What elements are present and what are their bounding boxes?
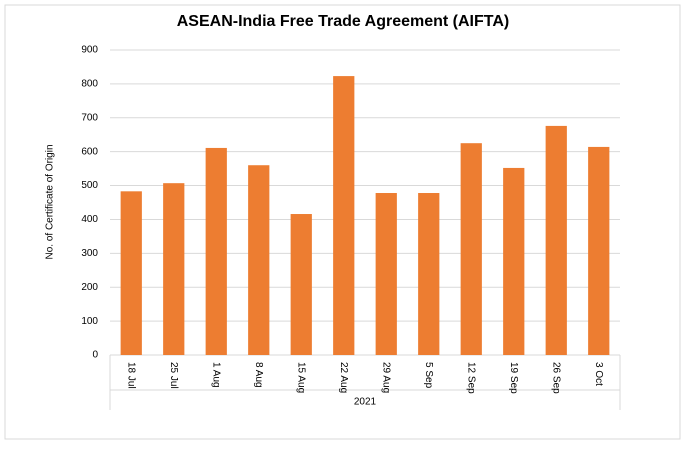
y-tick-label: 600 xyxy=(81,146,98,157)
x-tick-label: 12 Sep xyxy=(466,362,477,394)
x-tick-label: 5 Sep xyxy=(423,362,434,389)
bar xyxy=(375,193,397,355)
bar xyxy=(290,214,312,355)
y-tick-label: 300 xyxy=(81,248,98,259)
x-tick-label: 29 Aug xyxy=(381,362,392,393)
chart-title: ASEAN-India Free Trade Agreement (AIFTA) xyxy=(177,13,510,30)
bar xyxy=(588,146,610,355)
bar xyxy=(503,167,525,355)
bar xyxy=(545,125,567,356)
x-tick-label: 19 Sep xyxy=(508,362,519,394)
x-tick-label: 15 Aug xyxy=(296,362,307,393)
y-tick-label: 100 xyxy=(81,316,98,327)
y-tick-label: 0 xyxy=(92,350,98,361)
x-tick-label: 1 Aug xyxy=(211,362,222,388)
y-tick-label: 500 xyxy=(81,180,98,191)
x-tick-label: 26 Sep xyxy=(551,362,562,394)
y-axis-label: No. of Certificate of Origin xyxy=(45,144,56,259)
y-tick-label: 900 xyxy=(81,45,98,56)
y-tick-label: 400 xyxy=(81,214,98,225)
bar xyxy=(205,147,227,355)
x-tick-label: 22 Aug xyxy=(338,362,349,393)
y-tick-label: 200 xyxy=(81,282,98,293)
x-tick-label: 18 Jul xyxy=(126,362,137,389)
bar xyxy=(460,143,482,355)
y-tick-label: 800 xyxy=(81,79,98,90)
bar xyxy=(333,76,355,355)
x-tick-label: 3 Oct xyxy=(593,362,604,386)
bar xyxy=(418,193,440,355)
x-group-label: 2021 xyxy=(354,397,377,408)
y-tick-label: 700 xyxy=(81,112,98,123)
x-tick-label: 8 Aug xyxy=(253,362,264,388)
bar xyxy=(120,191,142,355)
bar xyxy=(248,165,270,355)
bar xyxy=(163,183,185,355)
x-tick-label: 25 Jul xyxy=(168,362,179,389)
